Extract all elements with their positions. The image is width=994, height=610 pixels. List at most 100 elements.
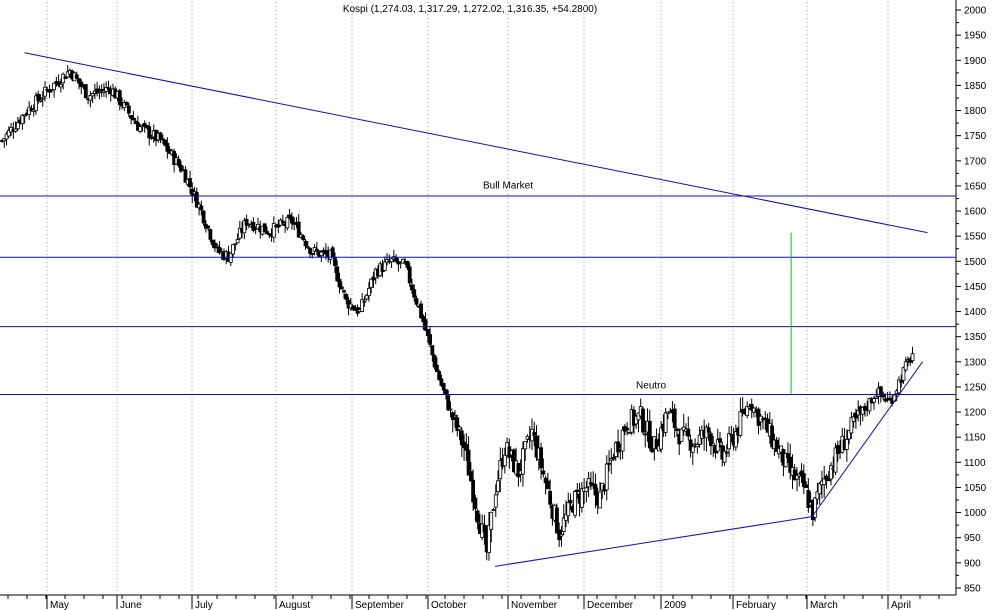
candle-body (430, 345, 435, 356)
y-tick-label: 1400 (964, 307, 987, 318)
candle-body (801, 473, 806, 488)
candle-body (663, 412, 668, 433)
candle-body (471, 479, 476, 503)
candle-body (344, 294, 349, 300)
candle-body (647, 420, 652, 449)
candle-body (228, 252, 233, 263)
candle-body (541, 470, 546, 475)
candle-body (342, 290, 346, 293)
candle-body (545, 480, 550, 490)
candle-body (575, 489, 580, 492)
candle-body (745, 406, 750, 417)
candle-body (833, 447, 838, 473)
candle-body (337, 278, 342, 288)
candle-body (285, 216, 290, 229)
y-tick-label: 1750 (964, 131, 987, 142)
candle-body (99, 88, 104, 91)
y-tick-label: 900 (964, 558, 981, 569)
candle-body (117, 90, 122, 105)
candle-body (496, 480, 500, 493)
candle-body (654, 439, 659, 449)
candle-body (271, 222, 276, 238)
candle-body (74, 74, 79, 79)
candle-body (453, 415, 457, 418)
candle-body (548, 490, 553, 505)
candle-body (643, 433, 648, 436)
candle-body (314, 248, 319, 252)
candle-body (887, 397, 892, 401)
candle-body (813, 497, 818, 518)
candle-body (367, 288, 371, 297)
candle-body (163, 139, 167, 146)
candle-body (437, 371, 442, 381)
candle-body (690, 446, 695, 453)
candle-body (432, 355, 437, 368)
candle-body (724, 451, 729, 454)
candle-body (287, 214, 292, 219)
candle-body (679, 428, 684, 442)
candle-body (83, 84, 88, 99)
candle-body (330, 247, 335, 257)
candle-body (491, 509, 496, 511)
candle-body (90, 93, 95, 97)
x-tick-label: 2009 (664, 600, 687, 610)
candle-body (262, 223, 267, 233)
trend-line (495, 516, 813, 567)
y-tick-label: 1500 (964, 257, 987, 268)
candle-body (129, 115, 134, 119)
candle-body (126, 105, 131, 114)
candles (0, 65, 915, 561)
candle-body (131, 117, 136, 121)
candle-body (568, 499, 573, 504)
candle-body (539, 447, 543, 469)
candle-body (407, 266, 412, 284)
candle-body (448, 408, 453, 411)
x-tick-label: June (120, 600, 142, 610)
y-tick-label: 1100 (964, 458, 986, 469)
candle-body (52, 82, 56, 91)
candle-body (79, 81, 84, 88)
candle-body (502, 454, 507, 467)
candle-body (695, 443, 700, 448)
y-tick-label: 1950 (964, 31, 987, 42)
candle-body (360, 299, 365, 312)
candle-body (493, 494, 498, 508)
candle-body (897, 379, 901, 394)
candle-body (276, 223, 281, 228)
candle-body (616, 441, 620, 453)
candle-body (188, 178, 192, 188)
candle-body (22, 114, 27, 117)
y-tick-label: 1650 (964, 181, 987, 192)
candle-body (459, 430, 464, 446)
y-tick-label: 1200 (964, 408, 987, 419)
candle-body (697, 434, 702, 445)
candle-body (77, 78, 81, 84)
y-tick-label: 2000 (964, 6, 987, 17)
candle-body (525, 435, 530, 440)
candle-body (335, 266, 340, 282)
candle-body (412, 289, 417, 298)
y-tick-label: 1300 (964, 357, 987, 368)
annotation-label: Bull Market (483, 180, 533, 191)
candle-body (860, 407, 865, 415)
trend-line (811, 361, 923, 517)
candle-body (201, 210, 206, 224)
candle-body (584, 487, 589, 492)
candle-body (394, 257, 399, 262)
candle-body (826, 479, 831, 482)
candle-body (364, 294, 369, 300)
candle-body (727, 433, 731, 450)
candle-body (158, 132, 163, 141)
candle-body (217, 247, 222, 254)
x-tick-label: February (736, 600, 776, 610)
trend-lines (0, 52, 956, 567)
candle-body (844, 439, 849, 450)
candle-body (564, 513, 568, 521)
candle-body (95, 88, 100, 94)
candle-body (579, 488, 584, 508)
candle-body (303, 240, 308, 247)
candle-body (688, 439, 693, 451)
candle-body (487, 524, 491, 553)
candle-body (231, 244, 235, 255)
